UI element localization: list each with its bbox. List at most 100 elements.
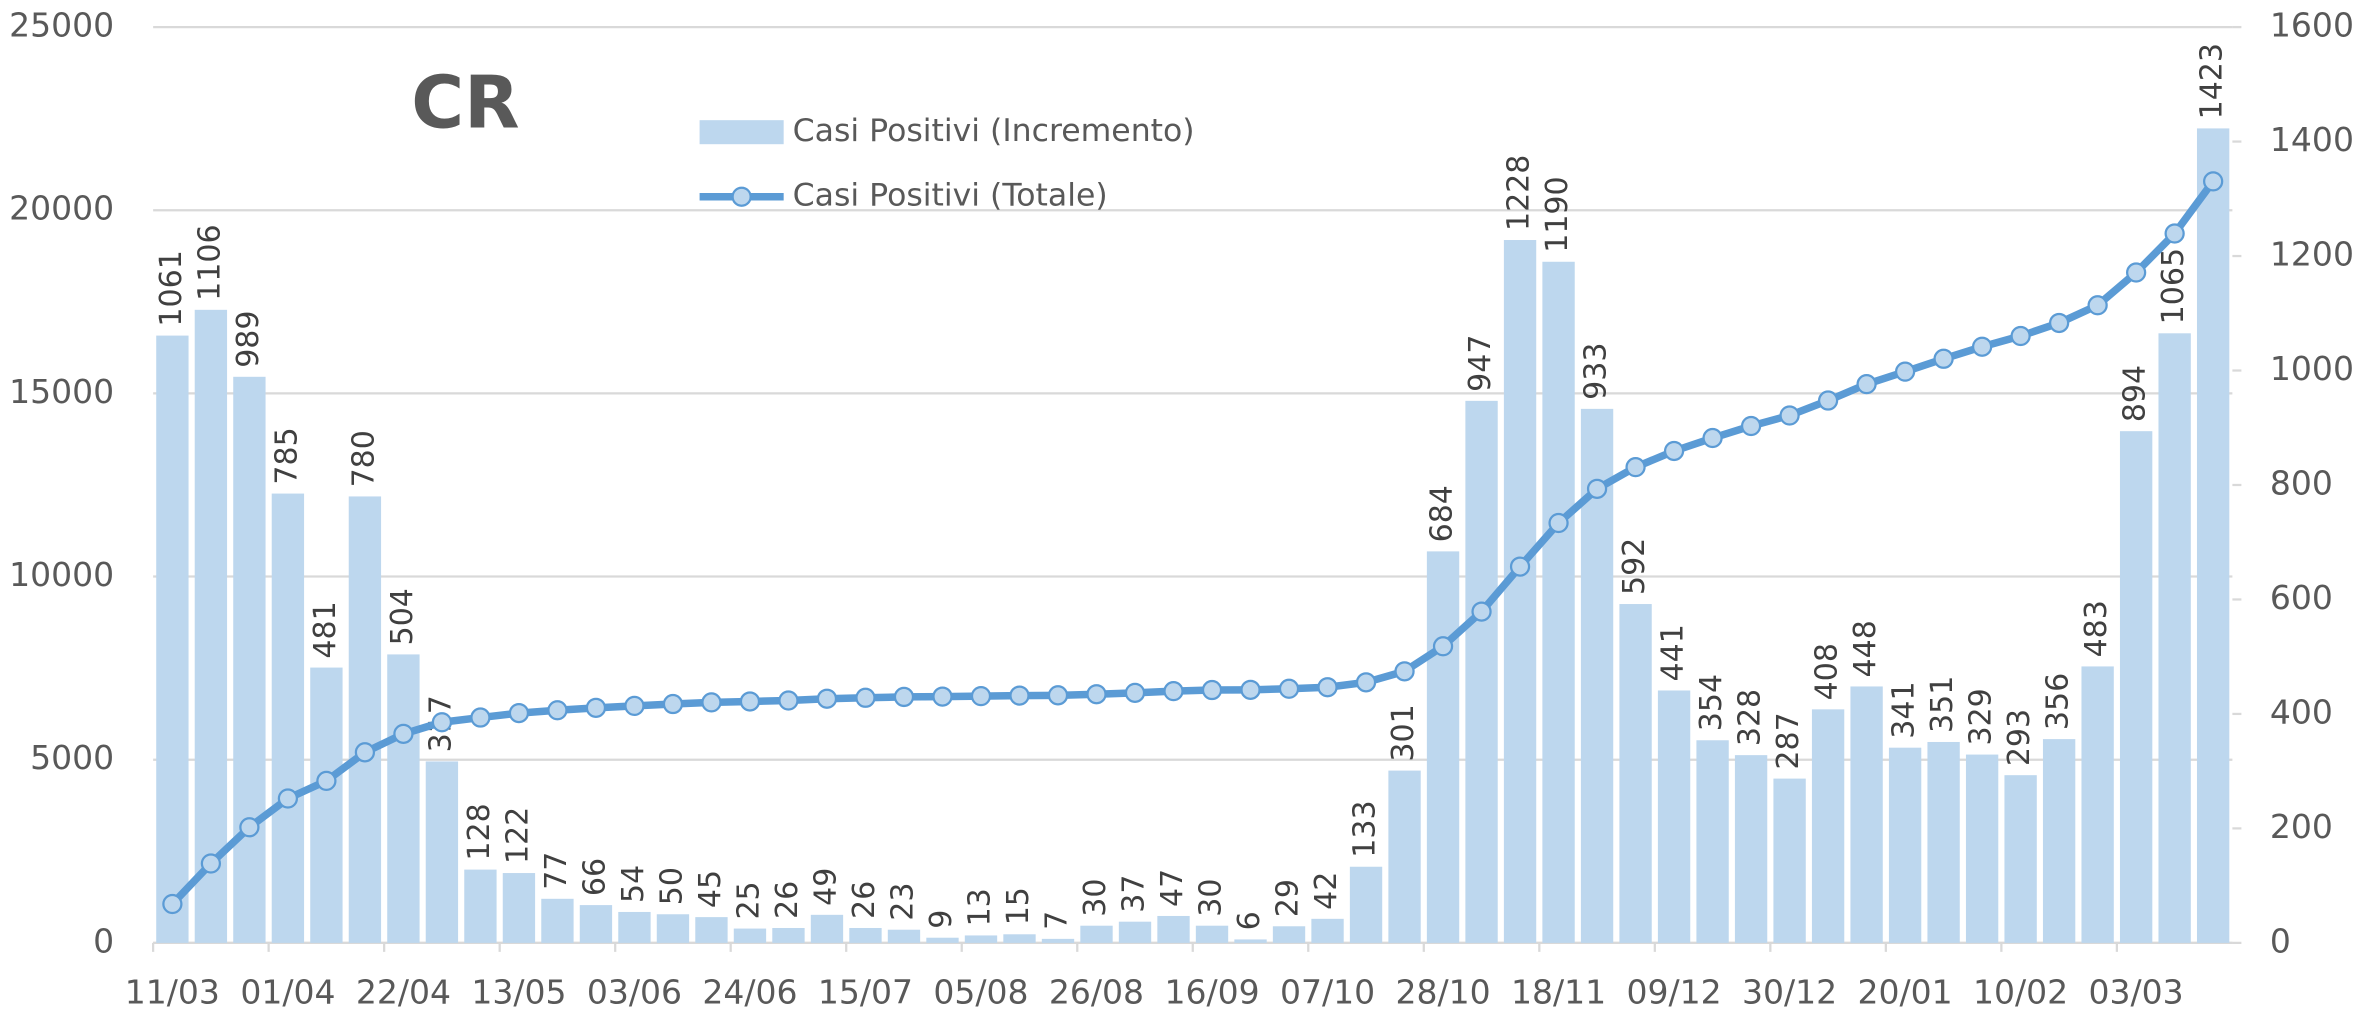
bar [1542,261,1575,943]
bar [695,917,728,943]
line-marker [624,695,645,717]
bar [464,869,497,943]
bar [1311,918,1344,943]
line-marker [893,686,915,708]
bar [849,927,882,943]
bar [1388,770,1421,943]
bar [233,376,266,943]
y-tick-label: 0 [93,921,114,960]
data-label: 351 [1925,676,1960,733]
data-label: 329 [1964,688,1999,745]
bar [964,935,998,943]
x-tick-label: 20/01 [1858,972,1953,1011]
line-marker [1586,478,1608,499]
y2-tick-label: 1200 [2270,235,2354,274]
bar [1811,709,1845,943]
line-marker [1471,601,1492,622]
bar [194,309,228,943]
data-label: 50 [654,867,689,905]
bar [887,929,921,943]
data-label: 448 [1848,620,1883,677]
line-marker [354,742,376,763]
bar [541,898,574,943]
x-tick-label: 15/07 [818,972,913,1011]
data-label: 1065 [2156,248,2191,324]
data-label: 287 [1771,712,1806,769]
line-marker [2126,262,2147,283]
data-label: 13 [962,888,997,926]
line-marker [1009,685,1030,706]
data-label: 441 [1656,624,1691,681]
line-marker [1856,374,1877,395]
data-label: 47 [1155,869,1190,907]
data-label: 592 [1617,538,1652,595]
data-label: 504 [385,588,420,645]
line-marker [431,712,453,733]
line-marker [739,691,761,712]
line-marker [585,697,607,718]
bar [1426,551,1460,943]
y-tick-label: 15000 [9,372,114,411]
bar [502,873,536,943]
data-label: 933 [1579,343,1614,400]
y-tick-label: 25000 [9,6,114,45]
data-label: 989 [231,311,266,368]
bar [2004,775,2037,943]
bar [425,761,459,943]
line-marker [1086,684,1107,705]
bar [656,914,690,943]
bar [271,493,305,943]
line-marker [2087,295,2108,316]
data-label: 9 [924,910,959,929]
line-marker [1548,512,1569,534]
line-marker [316,770,337,792]
bar [618,911,651,943]
bar [1657,690,1691,943]
line-marker [1278,678,1300,699]
bar [1003,934,1036,943]
y2-tick-label: 800 [2270,463,2333,502]
bar [579,905,613,943]
y-tick-label: 20000 [9,189,114,228]
bar [810,914,844,943]
bar [1503,240,1537,943]
bar [1773,778,1806,943]
data-label: 301 [1386,704,1421,761]
line-marker [1163,681,1184,702]
bar [1349,866,1383,943]
bar [348,496,382,943]
line-marker [1240,679,1261,700]
y-tick-label: 10000 [9,555,114,594]
x-tick-label: 13/05 [471,972,566,1011]
data-label: 408 [1810,643,1845,700]
line-marker [1355,672,1377,693]
data-label: 77 [539,852,574,890]
data-label: 6 [1232,911,1267,930]
y2-tick-label: 600 [2270,578,2333,617]
data-label: 42 [1309,872,1344,910]
bar [1041,938,1075,943]
data-label: 785 [269,427,304,484]
data-label: 15 [1001,887,1036,925]
data-label: 780 [346,430,381,487]
bar [1888,747,1922,943]
line-marker [239,817,260,838]
line-marker [200,853,222,874]
line-marker [1124,682,1146,703]
data-label: 1106 [192,224,227,300]
data-label: 7 [1039,911,1074,930]
data-label: 54 [616,865,651,903]
line-marker [2048,312,2070,334]
legend-swatch [699,120,784,145]
line-marker [1432,636,1454,657]
x-tick-label: 28/10 [1395,972,1490,1011]
x-tick-label: 07/10 [1280,972,1375,1011]
data-label: 133 [1348,800,1383,857]
data-label: 894 [2118,365,2153,422]
bar [2042,739,2076,943]
bar [1619,604,1652,943]
line-marker [547,700,568,721]
data-label: 483 [2079,600,2114,657]
line-marker [1817,390,1839,411]
bar [2158,333,2191,943]
